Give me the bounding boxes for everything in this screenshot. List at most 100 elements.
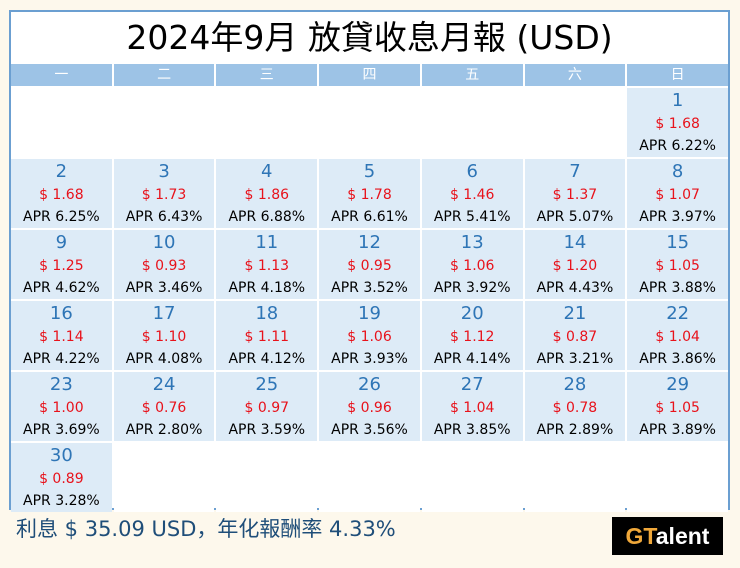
weekday-header: 六 [524, 64, 626, 86]
interest-amount: $ 0.96 [347, 400, 392, 416]
interest-amount: $ 1.20 [552, 258, 598, 274]
day-number: 20 [460, 303, 484, 324]
interest-amount: $ 1.68 [39, 187, 84, 203]
weekday-header: 一 [11, 64, 112, 86]
apr-value: APR 3.88% [639, 280, 716, 296]
day-number: 1 [671, 90, 684, 111]
day-number: 21 [563, 303, 587, 324]
interest-amount: $ 1.25 [39, 258, 84, 274]
interest-amount: $ 1.00 [39, 400, 84, 416]
interest-amount: $ 1.37 [552, 187, 598, 203]
day-cell: 1 $ 1.68 APR 6.22% [627, 88, 728, 157]
summary-text: 利息 $ 35.09 USD，年化報酬率 4.33% [16, 517, 396, 541]
page-title: 2024年9月 放貸收息月報 (USD) [126, 18, 613, 57]
day-cell: 10 $ 0.93 APR 3.46% [113, 230, 215, 299]
interest-amount: $ 0.89 [39, 471, 84, 487]
day-cell: 7 $ 1.37 APR 5.07% [524, 159, 626, 228]
day-number: 11 [255, 232, 279, 253]
apr-value: APR 4.62% [23, 280, 100, 296]
calendar-grid: 一二三四五六日 1 $ 1.68 APR 6.22% 2 $ 1.68 APR 6.25% 3… [11, 64, 728, 512]
day-number: 25 [255, 374, 279, 395]
day-cell: 26 $ 0.96 APR 3.56% [319, 372, 420, 441]
day-number: 24 [152, 374, 176, 395]
day-cell: 12 $ 0.95 APR 3.52% [319, 230, 420, 299]
apr-value: APR 3.28% [23, 493, 100, 509]
gtalent-logo: GTalent [612, 517, 723, 555]
apr-value: APR 2.89% [536, 422, 614, 438]
apr-value: APR 3.85% [433, 422, 511, 438]
interest-amount: $ 0.87 [552, 329, 598, 345]
day-cell: 9 $ 1.25 APR 4.62% [11, 230, 112, 299]
interest-amount: $ 1.04 [655, 329, 700, 345]
day-number: 29 [666, 374, 690, 395]
apr-value: APR 3.56% [331, 422, 408, 438]
day-cell: 14 $ 1.20 APR 4.43% [524, 230, 626, 299]
interest-amount: $ 1.78 [347, 187, 392, 203]
day-cell: 17 $ 1.10 APR 4.08% [113, 301, 215, 370]
day-cell: 20 $ 1.12 APR 4.14% [421, 301, 523, 370]
day-cell: 15 $ 1.05 APR 3.88% [627, 230, 728, 299]
day-number: 26 [358, 374, 381, 395]
day-number: 8 [671, 161, 684, 182]
weekday-header: 五 [421, 64, 523, 86]
logo-accent: GT [625, 523, 656, 549]
day-cell: 3 $ 1.73 APR 6.43% [113, 159, 215, 228]
empty-cell [113, 88, 215, 157]
day-cell: 16 $ 1.14 APR 4.22% [11, 301, 112, 370]
day-cell: 13 $ 1.06 APR 3.92% [421, 230, 523, 299]
empty-cell [216, 88, 318, 157]
day-number: 5 [363, 161, 376, 182]
interest-amount: $ 1.05 [655, 400, 700, 416]
day-cell: 28 $ 0.78 APR 2.89% [524, 372, 626, 441]
apr-value: APR 3.92% [433, 280, 511, 296]
day-cell: 19 $ 1.06 APR 3.93% [319, 301, 420, 370]
day-number: 22 [666, 303, 690, 324]
day-number: 3 [158, 161, 170, 182]
interest-amount: $ 1.07 [655, 187, 700, 203]
interest-amount: $ 1.04 [449, 400, 495, 416]
weekday-header: 三 [216, 64, 318, 86]
day-number: 16 [49, 303, 73, 324]
day-number: 2 [55, 161, 68, 182]
apr-value: APR 6.61% [331, 209, 408, 225]
apr-value: APR 4.08% [125, 351, 203, 367]
interest-amount: $ 1.46 [449, 187, 495, 203]
empty-cell [216, 443, 318, 512]
day-cell: 23 $ 1.00 APR 3.69% [11, 372, 112, 441]
day-cell: 24 $ 0.76 APR 2.80% [113, 372, 215, 441]
interest-amount: $ 1.06 [449, 258, 495, 274]
interest-amount: $ 1.68 [655, 116, 700, 132]
apr-value: APR 4.43% [536, 280, 614, 296]
day-cell: 11 $ 1.13 APR 4.18% [216, 230, 318, 299]
day-number: 23 [49, 374, 73, 395]
day-cell: 21 $ 0.87 APR 3.21% [524, 301, 626, 370]
day-cell: 25 $ 0.97 APR 3.59% [216, 372, 318, 441]
day-number: 15 [666, 232, 690, 253]
day-number: 6 [466, 161, 478, 182]
empty-cell [524, 443, 626, 512]
apr-value: APR 6.25% [23, 209, 100, 225]
day-number: 13 [460, 232, 484, 253]
apr-value: APR 3.46% [125, 280, 203, 296]
apr-value: APR 6.43% [125, 209, 203, 225]
day-cell: 5 $ 1.78 APR 6.61% [319, 159, 420, 228]
empty-cell [421, 88, 523, 157]
interest-amount: $ 1.05 [655, 258, 700, 274]
interest-amount: $ 0.93 [141, 258, 187, 274]
apr-value: APR 4.14% [433, 351, 511, 367]
interest-amount: $ 1.06 [347, 329, 392, 345]
day-number: 12 [358, 232, 381, 253]
weekday-header: 四 [319, 64, 420, 86]
interest-amount: $ 1.11 [244, 329, 290, 345]
day-cell: 6 $ 1.46 APR 5.41% [421, 159, 523, 228]
empty-cell [524, 88, 626, 157]
apr-value: APR 4.22% [23, 351, 100, 367]
interest-amount: $ 1.10 [141, 329, 187, 345]
interest-amount: $ 1.14 [39, 329, 84, 345]
day-cell: 29 $ 1.05 APR 3.89% [627, 372, 728, 441]
day-cell: 22 $ 1.04 APR 3.86% [627, 301, 728, 370]
day-number: 9 [55, 232, 68, 253]
empty-cell [113, 443, 215, 512]
apr-value: APR 6.22% [639, 138, 716, 154]
day-cell: 4 $ 1.86 APR 6.88% [216, 159, 318, 228]
